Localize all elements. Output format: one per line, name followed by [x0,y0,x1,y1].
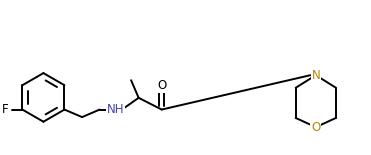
Text: N: N [311,69,320,82]
Text: NH: NH [107,103,124,116]
Text: O: O [311,121,321,134]
Text: F: F [2,103,9,116]
Text: O: O [157,79,166,92]
